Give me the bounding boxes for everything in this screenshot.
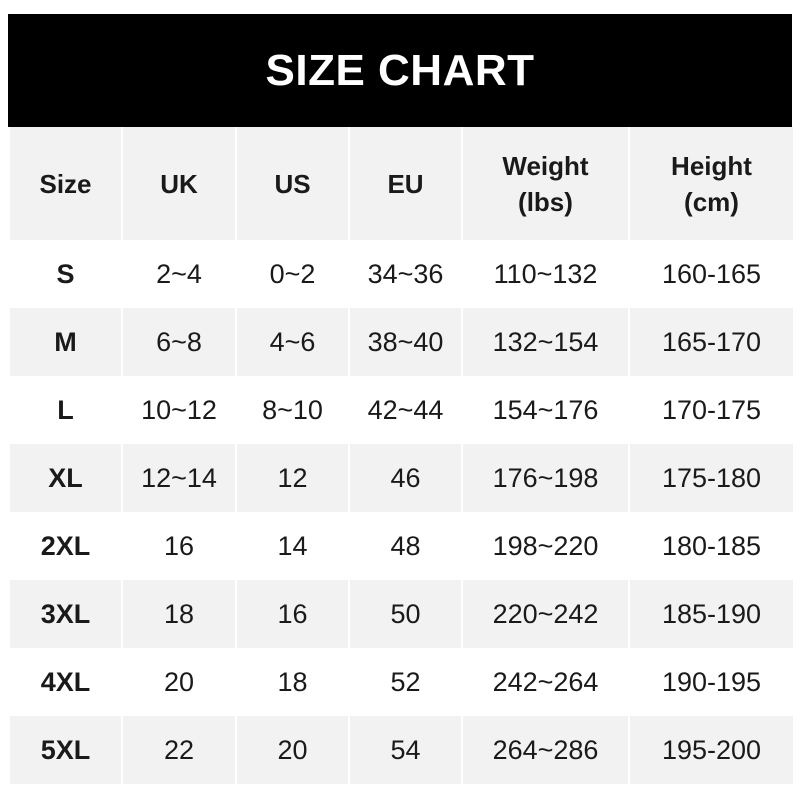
header-label: EU [387, 168, 424, 199]
table-cell: 132~154 [463, 308, 628, 376]
column-header: UK [123, 127, 235, 240]
column-header: Weight (lbs) [463, 127, 628, 240]
table-cell: 38~40 [350, 308, 461, 376]
size-chart-table: Size UK US EU Weight (lbs) Height (cm) S 2~4 0~2 3… [8, 127, 795, 784]
table-cell: 242~264 [463, 648, 628, 716]
column-header: Height (cm) [630, 127, 793, 240]
table-row: 3XL 18 16 50 220~242 185-190 [10, 580, 793, 648]
table-cell: 198~220 [463, 512, 628, 580]
table-cell: 110~132 [463, 240, 628, 308]
table-cell: 18 [237, 648, 348, 716]
size-cell: 2XL [10, 512, 121, 580]
table-cell: 190-195 [630, 648, 793, 716]
table-row: 2XL 16 14 48 198~220 180-185 [10, 512, 793, 580]
size-cell: M [10, 308, 121, 376]
table-cell: 176~198 [463, 444, 628, 512]
table-cell: 12~14 [123, 444, 235, 512]
table-cell: 195-200 [630, 716, 793, 784]
table-cell: 50 [350, 580, 461, 648]
table-cell: 42~44 [350, 376, 461, 444]
table-cell: 48 [350, 512, 461, 580]
header-unit: (cm) [684, 186, 739, 217]
column-header: Size [10, 127, 121, 240]
table-cell: 18 [123, 580, 235, 648]
table-cell: 20 [123, 648, 235, 716]
table-cell: 180-185 [630, 512, 793, 580]
table-cell: 12 [237, 444, 348, 512]
table-cell: 4~6 [237, 308, 348, 376]
table-row: S 2~4 0~2 34~36 110~132 160-165 [10, 240, 793, 308]
table-cell: 46 [350, 444, 461, 512]
table-row: L 10~12 8~10 42~44 154~176 170-175 [10, 376, 793, 444]
header-label: Height [671, 150, 752, 181]
table-cell: 14 [237, 512, 348, 580]
table-row: M 6~8 4~6 38~40 132~154 165-170 [10, 308, 793, 376]
size-cell: 3XL [10, 580, 121, 648]
table-cell: 220~242 [463, 580, 628, 648]
table-row: 5XL 22 20 54 264~286 195-200 [10, 716, 793, 784]
table-cell: 52 [350, 648, 461, 716]
table-cell: 185-190 [630, 580, 793, 648]
size-cell: L [10, 376, 121, 444]
table-row: XL 12~14 12 46 176~198 175-180 [10, 444, 793, 512]
table-cell: 16 [237, 580, 348, 648]
table-cell: 6~8 [123, 308, 235, 376]
table-cell: 2~4 [123, 240, 235, 308]
table-cell: 0~2 [237, 240, 348, 308]
column-header: EU [350, 127, 461, 240]
size-cell: XL [10, 444, 121, 512]
table-cell: 8~10 [237, 376, 348, 444]
table-row: 4XL 20 18 52 242~264 190-195 [10, 648, 793, 716]
header-label: US [274, 168, 311, 199]
table-cell: 165-170 [630, 308, 793, 376]
size-cell: S [10, 240, 121, 308]
table-cell: 154~176 [463, 376, 628, 444]
column-header: US [237, 127, 348, 240]
table-cell: 54 [350, 716, 461, 784]
header-label: Size [39, 168, 92, 199]
header-row: Size UK US EU Weight (lbs) Height (cm) [10, 127, 793, 240]
size-chart-title: SIZE CHART [8, 14, 792, 127]
table-cell: 16 [123, 512, 235, 580]
table-cell: 175-180 [630, 444, 793, 512]
table-cell: 264~286 [463, 716, 628, 784]
table-cell: 170-175 [630, 376, 793, 444]
size-cell: 5XL [10, 716, 121, 784]
table-cell: 10~12 [123, 376, 235, 444]
table-cell: 22 [123, 716, 235, 784]
header-label: UK [160, 168, 198, 199]
table-cell: 160-165 [630, 240, 793, 308]
size-cell: 4XL [10, 648, 121, 716]
header-unit: (lbs) [518, 186, 573, 217]
table-cell: 34~36 [350, 240, 461, 308]
table-cell: 20 [237, 716, 348, 784]
header-label: Weight [502, 150, 589, 181]
